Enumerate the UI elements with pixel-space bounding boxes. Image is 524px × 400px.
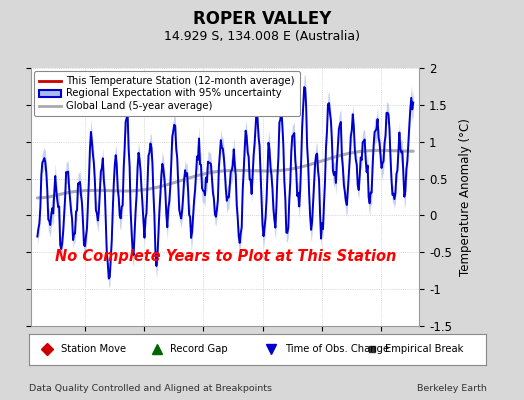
Text: Time of Obs. Change: Time of Obs. Change xyxy=(285,344,389,354)
Text: Empirical Break: Empirical Break xyxy=(385,344,464,354)
Text: Berkeley Earth: Berkeley Earth xyxy=(418,384,487,393)
Text: ROPER VALLEY: ROPER VALLEY xyxy=(193,10,331,28)
Text: Record Gap: Record Gap xyxy=(170,344,228,354)
Text: Data Quality Controlled and Aligned at Breakpoints: Data Quality Controlled and Aligned at B… xyxy=(29,384,272,393)
Text: 14.929 S, 134.008 E (Australia): 14.929 S, 134.008 E (Australia) xyxy=(164,30,360,43)
Y-axis label: Temperature Anomaly (°C): Temperature Anomaly (°C) xyxy=(459,118,472,276)
Legend: This Temperature Station (12-month average), Regional Expectation with 95% uncer: This Temperature Station (12-month avera… xyxy=(35,71,300,116)
Text: Station Move: Station Move xyxy=(61,344,126,354)
Text: No Complete Years to Plot at This Station: No Complete Years to Plot at This Statio… xyxy=(54,249,396,264)
